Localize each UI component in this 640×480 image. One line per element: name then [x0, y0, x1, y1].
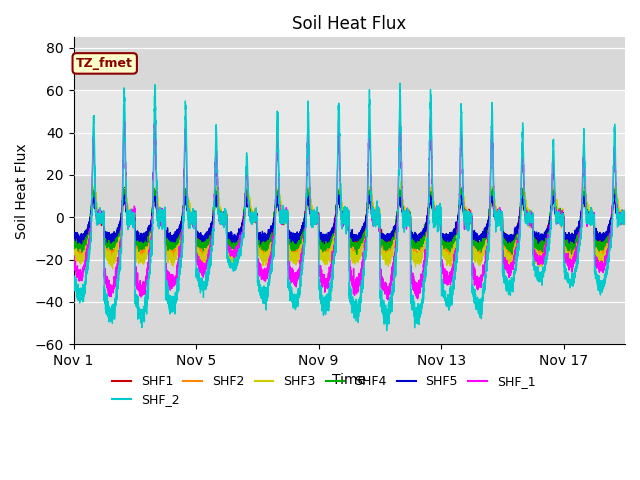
SHF3	[621, 214, 629, 219]
SHF4	[92, 203, 100, 209]
SHF1	[70, 233, 77, 239]
SHF_2	[172, 295, 179, 301]
Title: Soil Heat Flux: Soil Heat Flux	[292, 15, 406, 33]
SHF1	[615, 215, 623, 220]
SHF4	[398, 201, 406, 206]
SHF3	[255, 242, 262, 248]
SHF5	[611, 192, 618, 198]
SHF4	[70, 244, 77, 250]
SHF3	[92, 194, 100, 200]
SHF2	[90, 184, 98, 190]
SHF4	[168, 247, 176, 252]
SHF2	[255, 246, 262, 252]
SHF5	[172, 232, 179, 238]
SHF2	[70, 240, 77, 246]
SHF_1	[255, 256, 262, 262]
SHF_2	[168, 300, 176, 306]
SHF_1	[172, 274, 179, 279]
SHF2	[92, 199, 100, 205]
SHF2	[168, 253, 176, 259]
SHF_2	[255, 282, 262, 288]
SHF_1	[398, 185, 406, 191]
SHF5	[168, 239, 176, 244]
SHF4	[353, 252, 360, 257]
SHF_2	[70, 282, 77, 288]
SHF1	[383, 248, 391, 254]
SHF3	[398, 192, 406, 198]
SHF_2	[92, 209, 100, 215]
Line: SHF4: SHF4	[74, 188, 625, 254]
SHF1	[172, 238, 179, 243]
SHF1	[398, 200, 406, 206]
SHF3	[109, 266, 116, 272]
Line: SHF_1: SHF_1	[74, 118, 625, 300]
Line: SHF3: SHF3	[74, 182, 625, 269]
SHF_1	[621, 219, 629, 225]
SHF5	[255, 233, 262, 239]
SHF5	[615, 212, 623, 218]
SHF5	[70, 228, 77, 234]
Legend: SHF_2: SHF_2	[108, 388, 185, 411]
SHF3	[168, 258, 176, 264]
SHF3	[70, 251, 77, 256]
SHF2	[615, 212, 623, 218]
SHF4	[255, 234, 262, 240]
SHF_2	[621, 207, 629, 213]
SHF4	[615, 213, 623, 219]
SHF1	[168, 240, 176, 246]
Line: SHF1: SHF1	[74, 187, 625, 251]
SHF4	[172, 244, 179, 250]
SHF_1	[168, 283, 176, 289]
Bar	[74, 90, 625, 175]
SHF_2	[615, 216, 623, 222]
Y-axis label: Soil Heat Flux: Soil Heat Flux	[15, 143, 29, 239]
SHF3	[615, 213, 623, 219]
SHF_1	[92, 206, 100, 212]
SHF2	[172, 247, 179, 252]
SHF2	[621, 213, 629, 219]
SHF1	[120, 184, 128, 190]
SHF_1	[615, 216, 623, 222]
SHF_2	[398, 187, 406, 193]
SHF4	[458, 185, 465, 191]
SHF1	[621, 214, 629, 219]
SHF_1	[384, 297, 392, 303]
Text: TZ_fmet: TZ_fmet	[76, 57, 133, 70]
SHF4	[621, 215, 629, 221]
Line: SHF_2: SHF_2	[74, 83, 625, 331]
SHF5	[398, 204, 406, 209]
SHF5	[92, 206, 100, 212]
SHF1	[92, 204, 100, 209]
SHF_1	[427, 115, 435, 120]
SHF_2	[383, 328, 390, 334]
SHF3	[172, 252, 179, 257]
SHF2	[398, 198, 406, 204]
SHF_1	[70, 259, 77, 264]
SHF_2	[396, 80, 404, 86]
Line: SHF2: SHF2	[74, 187, 625, 261]
Line: SHF5: SHF5	[74, 195, 625, 244]
SHF3	[397, 179, 404, 185]
SHF2	[537, 258, 545, 264]
X-axis label: Time: Time	[332, 373, 366, 387]
SHF5	[257, 241, 264, 247]
SHF1	[255, 232, 262, 238]
SHF5	[621, 215, 629, 220]
